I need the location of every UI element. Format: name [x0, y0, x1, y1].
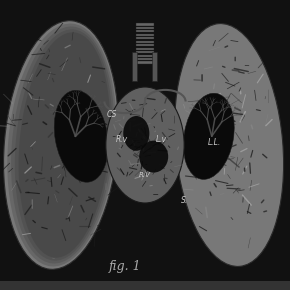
- Ellipse shape: [123, 116, 149, 151]
- Text: R.V: R.V: [139, 172, 151, 178]
- Ellipse shape: [19, 32, 110, 258]
- Bar: [136, 41, 154, 43]
- Bar: [136, 48, 154, 50]
- Ellipse shape: [175, 23, 284, 267]
- Ellipse shape: [3, 21, 118, 269]
- Bar: [136, 55, 154, 57]
- Ellipse shape: [54, 90, 108, 182]
- Bar: [132, 52, 137, 81]
- Bar: [136, 44, 154, 46]
- Bar: [136, 51, 154, 53]
- Ellipse shape: [139, 141, 168, 173]
- Text: CS: CS: [106, 110, 117, 119]
- Bar: [136, 23, 154, 26]
- Ellipse shape: [11, 26, 114, 264]
- Text: L.L.: L.L.: [208, 138, 221, 147]
- Bar: [136, 34, 154, 36]
- Bar: [136, 58, 154, 60]
- Ellipse shape: [3, 21, 118, 269]
- Text: S.: S.: [180, 196, 188, 205]
- Bar: [136, 30, 154, 32]
- Ellipse shape: [183, 93, 234, 179]
- Text: L.v: L.v: [155, 135, 166, 144]
- Text: fig. 1: fig. 1: [108, 260, 141, 273]
- Bar: [0, 281, 290, 290]
- Text: R.v: R.v: [116, 135, 128, 144]
- Bar: [136, 37, 154, 39]
- Bar: [136, 27, 154, 29]
- Bar: [152, 52, 157, 81]
- Ellipse shape: [7, 23, 116, 267]
- Ellipse shape: [15, 29, 112, 261]
- Bar: [136, 61, 154, 64]
- Ellipse shape: [106, 87, 184, 203]
